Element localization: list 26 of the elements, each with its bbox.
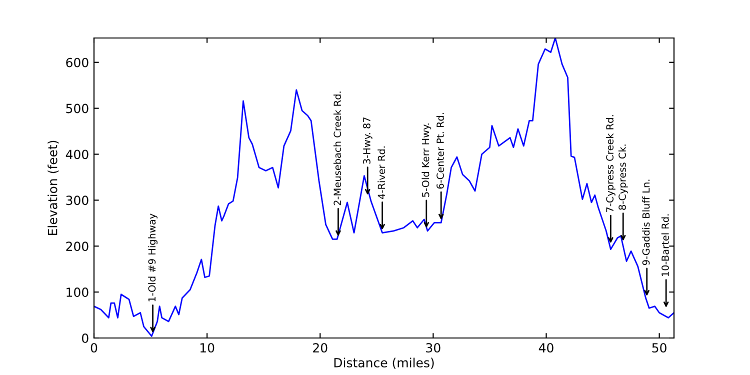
annotation: 5-Old Kerr Hwy. xyxy=(422,124,432,197)
annotation: 7-Cypress Creek Rd. xyxy=(606,115,616,212)
x-tick-label: 30 xyxy=(426,343,440,353)
annotation: 1-Old #9 Highway xyxy=(148,214,158,302)
x-tick-label: 10 xyxy=(200,343,214,353)
annotation: 9-Gaddis Bluff Ln. xyxy=(642,180,650,266)
annotation: 6-Center Pt. Rd. xyxy=(436,113,444,189)
x-axis-title: Distance (miles) xyxy=(334,358,434,369)
y-axis-title: Elevation (feet) xyxy=(48,140,59,236)
annotation: 3-Hwy. 87 xyxy=(363,118,372,164)
y-tick-label: 400 xyxy=(66,150,88,160)
y-tick-label: 300 xyxy=(66,196,88,206)
y-tick-label: 200 xyxy=(66,242,88,252)
x-tick-label: 50 xyxy=(652,343,666,353)
x-tick-label: 0 xyxy=(90,343,98,353)
annotation: 4-River Rd. xyxy=(378,146,386,199)
annotation: 10-Bartel Rd. xyxy=(661,214,669,276)
y-tick-label: 500 xyxy=(66,104,88,114)
y-tick-label: 600 xyxy=(66,58,88,68)
line-series xyxy=(94,38,674,337)
x-tick-label: 40 xyxy=(538,343,554,353)
annotation: 8-Cypress Ck. xyxy=(618,144,628,210)
y-tick-label: 100 xyxy=(66,288,88,297)
annotation: 2-Meusebach Creek Rd. xyxy=(334,92,342,206)
x-tick-label: 20 xyxy=(313,343,328,353)
y-tick-label: 0 xyxy=(82,333,88,343)
